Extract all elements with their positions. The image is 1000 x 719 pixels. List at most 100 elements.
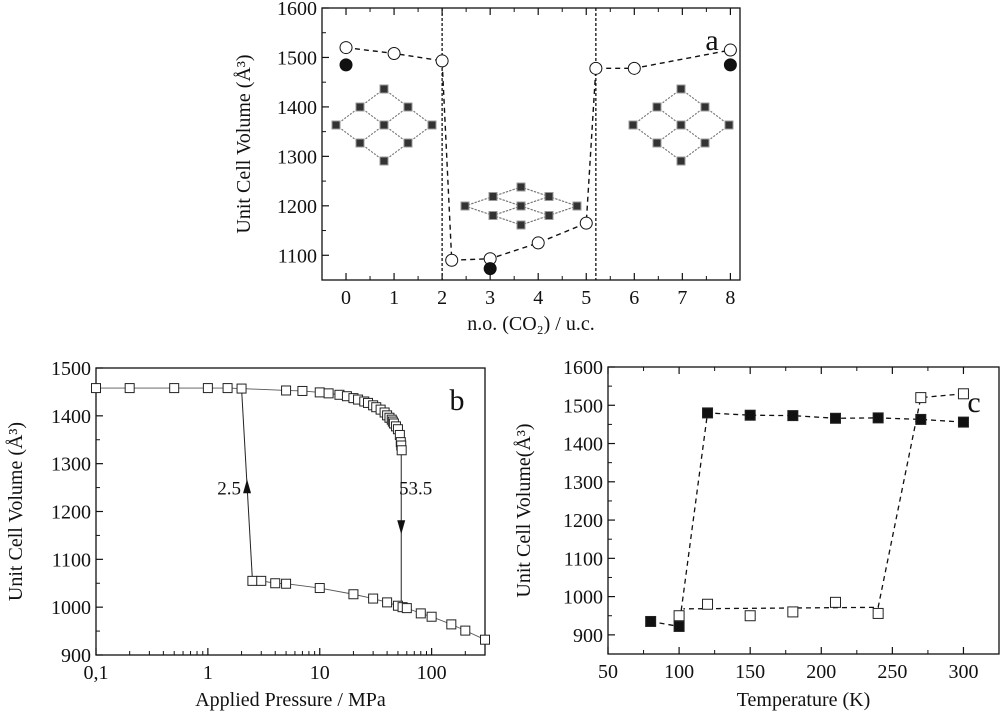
y-tick-label: 1100	[52, 549, 91, 571]
lattice-node	[488, 211, 498, 220]
lattice-bond	[520, 215, 550, 226]
lattice-bond	[520, 205, 550, 216]
lattice-bond	[492, 196, 522, 207]
x-tick-label: 7	[677, 287, 687, 309]
lattice-node	[544, 192, 554, 201]
lattice-node	[628, 120, 638, 130]
data-point	[702, 407, 714, 419]
panel-c: 50 100 150 200 250 300 900 1000 1100 1200 1300 1400…	[513, 357, 1000, 711]
data-point	[829, 596, 841, 608]
data-point	[314, 387, 325, 398]
x-tick-label: 5	[581, 287, 591, 309]
lattice-node	[572, 201, 582, 211]
x-tick-label: 200	[806, 661, 836, 683]
lattice-node	[544, 211, 554, 220]
y-tick-label: 1200	[277, 196, 317, 218]
data-point	[829, 412, 841, 424]
x-tick-label: 150	[735, 661, 765, 683]
lattice-node	[724, 120, 734, 130]
lattice-bond	[548, 205, 578, 216]
series-cooling-open-	[673, 388, 969, 622]
lattice-bond	[548, 196, 578, 207]
plot-frame	[321, 7, 741, 281]
data-point	[323, 388, 334, 399]
lattice-bond	[464, 196, 494, 207]
open-lattice-inset-left	[331, 84, 437, 166]
data-point	[348, 589, 359, 600]
data-point	[627, 61, 641, 75]
lattice-node	[379, 84, 389, 94]
y-tick-label: 1600	[563, 357, 603, 379]
data-point	[247, 575, 258, 586]
data-point	[202, 383, 213, 394]
data-point	[579, 216, 593, 230]
lattice-node	[460, 201, 470, 211]
x-tick-label: 6	[629, 287, 639, 309]
data-point	[445, 253, 459, 267]
data-point	[415, 608, 426, 619]
data-point	[256, 575, 267, 586]
data-point	[236, 383, 247, 394]
y-tick-label: 1200	[563, 510, 603, 532]
lattice-node	[676, 120, 686, 130]
panel-label: c	[967, 386, 980, 419]
x-tick-label: 300	[948, 661, 978, 683]
dashed-guide-line	[683, 393, 964, 610]
y-axis-label: Unit Cell Volume(Å³)	[513, 423, 535, 597]
data-point	[702, 598, 714, 610]
lattice-bond	[520, 186, 550, 197]
lattice-bond	[520, 196, 550, 207]
lattice-node	[379, 156, 389, 166]
plot-frame	[607, 366, 1000, 655]
data-point	[426, 611, 437, 622]
data-point	[872, 607, 884, 619]
data-point	[396, 445, 407, 456]
lattice-node	[676, 84, 686, 94]
series-heating-filled-	[645, 407, 969, 632]
data-point	[744, 409, 756, 421]
x-axis-label: n.o. (CO₂) / u.c.	[467, 313, 595, 335]
y-tick-label: 1500	[51, 358, 91, 380]
data-point	[124, 383, 135, 394]
data-point	[531, 236, 545, 250]
data-point	[91, 383, 101, 394]
data-point	[446, 619, 457, 630]
lattice-node	[355, 102, 365, 112]
data-point	[339, 41, 353, 55]
data-point	[314, 583, 325, 594]
data-point	[673, 620, 685, 632]
data-point	[270, 578, 281, 589]
y-tick-label: 1300	[51, 454, 91, 476]
series-line	[252, 580, 486, 641]
lattice-node	[403, 102, 413, 112]
data-point	[169, 383, 180, 394]
data-point	[435, 54, 449, 68]
data-point	[387, 46, 401, 60]
data-point	[368, 593, 379, 604]
series-filled-circles	[339, 58, 737, 276]
x-axis-label: Temperature (K)	[737, 689, 871, 711]
data-point	[872, 412, 884, 424]
lattice-node	[403, 138, 413, 148]
lattice-bond	[492, 215, 522, 226]
data-point	[673, 610, 685, 622]
narrow-lattice-inset	[460, 182, 582, 230]
series-line	[345, 46, 731, 261]
data-point	[957, 388, 969, 400]
lattice-node	[652, 102, 662, 112]
y-tick-label: 1400	[51, 406, 91, 428]
y-tick-label: 1100	[564, 548, 603, 570]
x-tick-label: 10	[310, 662, 330, 684]
data-point	[787, 606, 799, 618]
data-point	[723, 43, 737, 57]
data-point	[480, 634, 490, 645]
y-tick-label: 1400	[277, 97, 317, 119]
y-tick-label: 900	[573, 625, 603, 647]
y-tick-label: 1300	[277, 146, 317, 168]
x-tick-label: 2	[437, 287, 447, 309]
series-open-circles	[339, 41, 737, 267]
lattice-node	[516, 182, 526, 192]
data-point	[401, 603, 412, 614]
lattice-bond	[492, 205, 522, 216]
